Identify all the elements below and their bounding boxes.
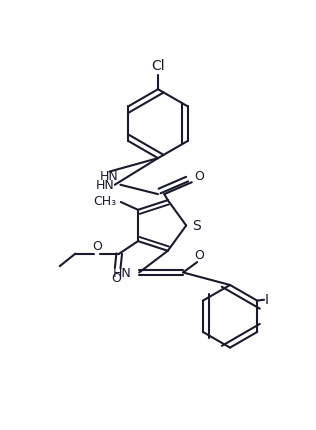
Text: O: O <box>194 169 204 182</box>
Text: O: O <box>111 271 121 284</box>
Text: CH₃: CH₃ <box>93 194 116 207</box>
Text: HN: HN <box>95 179 114 192</box>
Text: Cl: Cl <box>151 59 165 73</box>
Text: S: S <box>192 219 201 233</box>
Text: HN: HN <box>112 266 131 280</box>
Text: O: O <box>92 240 102 252</box>
Text: I: I <box>265 292 269 306</box>
Text: O: O <box>194 249 204 262</box>
Text: HN: HN <box>100 169 119 182</box>
